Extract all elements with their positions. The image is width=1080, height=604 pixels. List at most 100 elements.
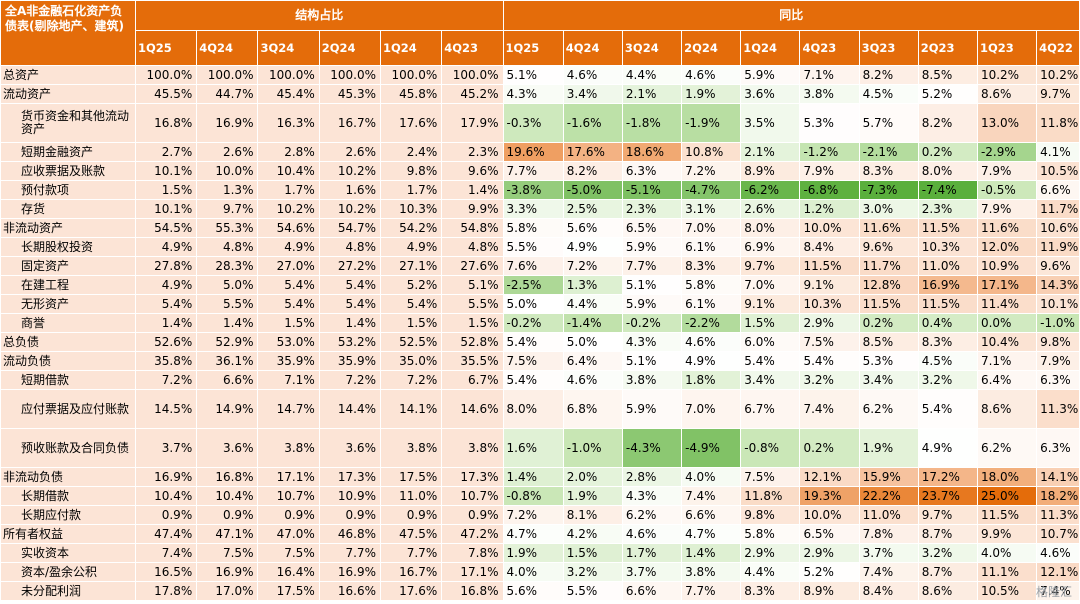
structure-cell: 17.1%: [257, 467, 320, 487]
structure-cell: 7.8%: [441, 543, 504, 563]
yoy-cell: 8.6%: [976, 389, 1038, 429]
yoy-cell: 11.5%: [976, 505, 1038, 525]
table-row: 短期金融资产 2.7% 2.6% 2.8% 2.6% 2.4% 2.3% 19.6% 17.6%…: [0, 142, 1080, 162]
yoy-cell: 18.6%: [621, 142, 683, 162]
row-label: 总资产: [0, 65, 136, 85]
yoy-cell: 8.6%: [917, 581, 978, 601]
yoy-cell: 4.3%: [621, 332, 683, 352]
structure-cell: 52.5%: [379, 332, 443, 352]
yoy-cell: 9.6%: [858, 237, 919, 257]
structure-cell: 7.5%: [257, 543, 320, 563]
yoy-cell: -4.3%: [621, 428, 683, 468]
yoy-cell: 10.0%: [799, 218, 860, 238]
structure-cell: 16.9%: [196, 103, 259, 143]
yoy-cell: 8.5%: [858, 332, 919, 352]
structure-cell: 17.3%: [318, 467, 381, 487]
yoy-cell: 4.4%: [740, 562, 801, 582]
structure-cell: 10.4%: [134, 486, 198, 506]
yoy-cell: 8.2%: [858, 65, 919, 85]
structure-cell: 4.9%: [134, 237, 198, 257]
yoy-cell: 3.4%: [858, 370, 919, 390]
yoy-cell: 2.5%: [562, 199, 623, 219]
yoy-cell: 5.4%: [799, 351, 860, 371]
structure-cell: 27.8%: [134, 256, 198, 276]
yoy-cell: 2.9%: [799, 313, 860, 333]
structure-cell: 5.4%: [257, 294, 320, 314]
structure-quarter-header: 4Q23: [441, 30, 504, 66]
yoy-cell: 2.9%: [799, 543, 860, 563]
structure-cell: 2.7%: [134, 142, 198, 162]
structure-cell: 0.9%: [196, 505, 259, 525]
structure-cell: 17.9%: [441, 103, 504, 143]
yoy-cell: 6.5%: [799, 524, 860, 544]
row-label: 非流动负债: [0, 467, 136, 487]
yoy-cell: 8.0%: [740, 218, 801, 238]
structure-cell: 1.7%: [257, 180, 320, 200]
row-label: 应付票据及应付账款: [0, 389, 136, 429]
structure-cell: 14.6%: [441, 389, 504, 429]
yoy-cell: 6.6%: [1036, 180, 1080, 200]
table-row: 非流动负债 16.9% 16.8% 17.1% 17.3% 17.5% 17.3% 1.4% 2…: [0, 467, 1080, 487]
structure-cell: 46.8%: [318, 524, 381, 544]
structure-cell: 4.8%: [196, 237, 259, 257]
yoy-cell: 3.4%: [562, 84, 623, 104]
yoy-cell: 6.6%: [681, 505, 742, 525]
yoy-cell: -1.0%: [1036, 313, 1080, 333]
yoy-quarter-header: 4Q24: [562, 30, 623, 66]
yoy-cell: 4.3%: [502, 84, 564, 104]
yoy-cell: 4.6%: [681, 332, 742, 352]
structure-cell: 5.4%: [379, 294, 443, 314]
watermark: 格隆汇: [1035, 585, 1072, 599]
yoy-cell: 7.4%: [858, 562, 919, 582]
yoy-cell: 7.4%: [799, 389, 860, 429]
yoy-cell: 2.3%: [621, 199, 683, 219]
yoy-cell: 25.0%: [976, 486, 1038, 506]
structure-cell: 17.8%: [134, 581, 198, 601]
yoy-cell: -6.2%: [740, 180, 801, 200]
structure-cell: 5.2%: [379, 275, 443, 295]
structure-cell: 47.4%: [134, 524, 198, 544]
structure-cell: 55.3%: [196, 218, 259, 238]
yoy-cell: -0.5%: [976, 180, 1038, 200]
yoy-cell: -3.8%: [502, 180, 564, 200]
structure-cell: 10.1%: [134, 199, 198, 219]
yoy-cell: 8.2%: [917, 103, 978, 143]
structure-cell: 0.9%: [441, 505, 504, 525]
yoy-cell: 11.4%: [976, 294, 1038, 314]
structure-cell: 54.5%: [134, 218, 198, 238]
structure-cell: 16.8%: [196, 467, 259, 487]
yoy-cell: 13.0%: [976, 103, 1038, 143]
structure-cell: 3.7%: [134, 428, 198, 468]
yoy-cell: 10.5%: [1036, 161, 1080, 181]
yoy-cell: -2.9%: [976, 142, 1038, 162]
yoy-cell: 10.3%: [917, 237, 978, 257]
yoy-cell: 2.6%: [740, 199, 801, 219]
yoy-cell: 4.2%: [562, 524, 623, 544]
yoy-cell: 1.4%: [502, 467, 564, 487]
yoy-cell: 5.9%: [740, 65, 801, 85]
yoy-cell: 3.8%: [681, 562, 742, 582]
structure-cell: 1.4%: [318, 313, 381, 333]
structure-cell: 16.8%: [134, 103, 198, 143]
structure-cell: 5.4%: [318, 294, 381, 314]
yoy-cell: 6.2%: [621, 505, 683, 525]
yoy-cell: 15.9%: [858, 467, 919, 487]
yoy-cell: 5.1%: [621, 351, 683, 371]
row-label: 长期应付款: [0, 505, 136, 525]
yoy-cell: 1.5%: [562, 543, 623, 563]
yoy-cell: 3.2%: [799, 370, 860, 390]
table-row: 所有者权益 47.4% 47.1% 47.0% 46.8% 47.5% 47.2% 4.7% 4…: [0, 524, 1080, 544]
structure-cell: 35.5%: [441, 351, 504, 371]
yoy-cell: 5.7%: [858, 103, 919, 143]
yoy-cell: 8.3%: [740, 581, 801, 601]
yoy-cell: 6.5%: [621, 218, 683, 238]
table-row: 固定资产 27.8% 28.3% 27.0% 27.2% 27.1% 27.6% 7.6% 7.…: [0, 256, 1080, 276]
yoy-quarter-header: 2Q23: [917, 30, 978, 66]
structure-cell: 45.5%: [134, 84, 198, 104]
yoy-cell: 10.5%: [976, 581, 1038, 601]
yoy-cell: 22.2%: [858, 486, 919, 506]
structure-cell: 100.0%: [257, 65, 320, 85]
row-label: 所有者权益: [0, 524, 136, 544]
structure-cell: 1.6%: [318, 180, 381, 200]
